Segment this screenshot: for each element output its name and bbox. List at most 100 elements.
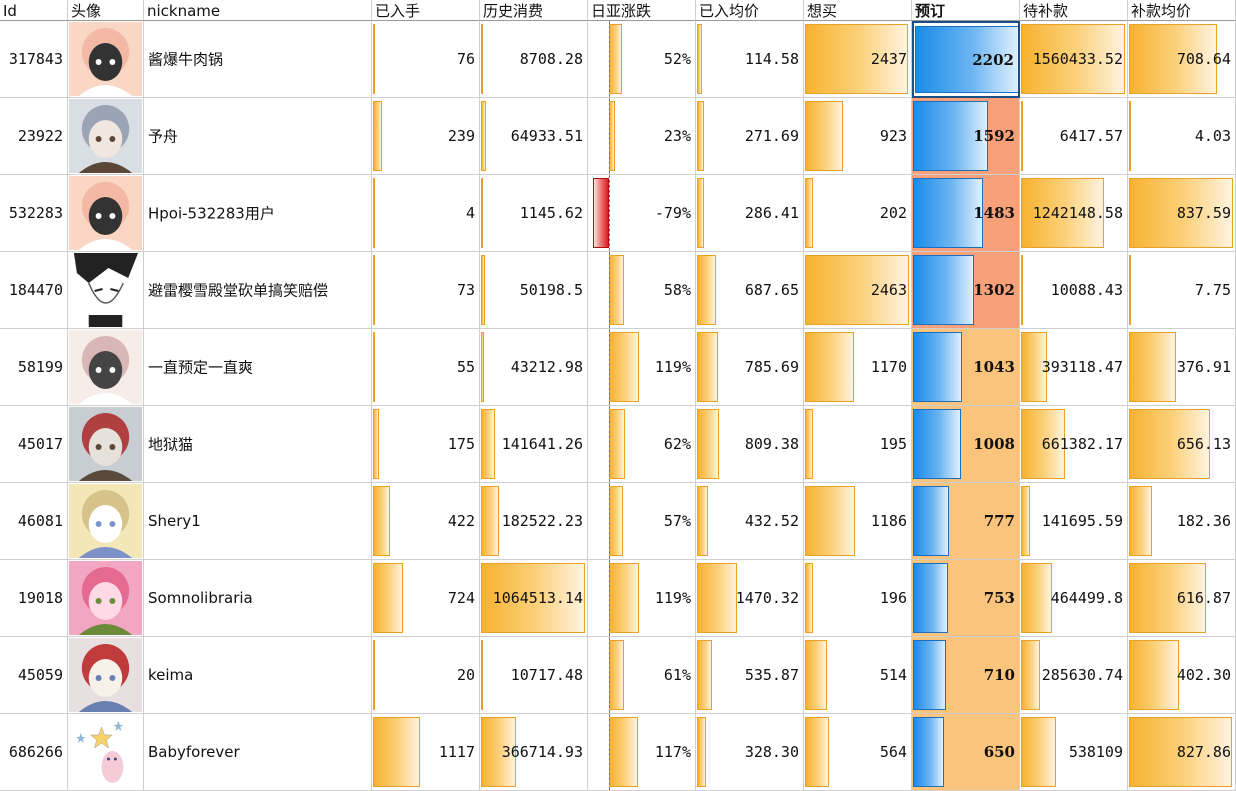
zero-axis xyxy=(609,560,610,636)
cell-avg_owned: 432.52 xyxy=(696,483,804,560)
cell-value: 661382.17 xyxy=(1041,435,1123,453)
table-row[interactable]: 19018 Somnolibraria 724 1064513.14 119% 1470… xyxy=(0,560,1236,637)
group-anime-avatar[interactable] xyxy=(69,638,142,712)
user-nickname: 予舟 xyxy=(148,127,179,146)
data-bar xyxy=(805,24,908,94)
data-bar xyxy=(609,332,639,402)
cell-id: 532283 xyxy=(0,175,68,252)
cell-preorder: 1592 xyxy=(912,98,1020,175)
table-row[interactable]: 686266 Babyforever 1117 366714.93 117% 328.3… xyxy=(0,714,1236,791)
header-preorder[interactable]: 预订 xyxy=(912,0,1020,21)
header-id[interactable]: Id xyxy=(0,0,68,21)
data-bar xyxy=(805,563,813,633)
zero-axis xyxy=(609,175,610,251)
cartoon-star-avatar[interactable] xyxy=(69,715,142,789)
cell-value: 393118.47 xyxy=(1041,358,1123,376)
data-bar xyxy=(1021,409,1065,479)
cell-value: 837.59 xyxy=(1176,204,1231,222)
cell-spent: 1064513.14 xyxy=(480,560,588,637)
data-bar xyxy=(481,640,483,710)
manga-sketch-avatar[interactable] xyxy=(69,253,142,327)
table-row[interactable]: 317843 酱爆牛肉锅 76 8708.28 52% 114.58 2437 2202 15… xyxy=(0,21,1236,98)
header-avg_balance[interactable]: 补款均价 xyxy=(1128,0,1236,21)
data-bar xyxy=(1021,24,1125,94)
blonde-anime-avatar[interactable] xyxy=(69,484,142,558)
table-row[interactable]: 45017 地狱猫 175 141641.26 62% 809.38 195 1008 661… xyxy=(0,406,1236,483)
cell-avatar xyxy=(68,175,144,252)
cell-avg_owned: 271.69 xyxy=(696,98,804,175)
cell-jp_change: 23% xyxy=(588,98,696,175)
cell-avatar xyxy=(68,329,144,406)
data-bar xyxy=(697,24,702,94)
pink-hair-chibi-avatar[interactable] xyxy=(69,176,142,250)
cell-avg_balance: 827.86 xyxy=(1128,714,1236,791)
table-row[interactable]: 532283 Hpoi-532283用户 4 1145.62 -79% 286.41 20… xyxy=(0,175,1236,252)
header-label: Id xyxy=(3,2,17,20)
header-balance[interactable]: 待补款 xyxy=(1020,0,1128,21)
cell-want: 923 xyxy=(804,98,912,175)
user-nickname: Somnolibraria xyxy=(148,589,253,607)
photo-room-avatar[interactable] xyxy=(69,407,142,481)
cell-balance: 1560433.52 xyxy=(1020,21,1128,98)
data-bar xyxy=(1129,332,1176,402)
data-bar xyxy=(1129,486,1152,556)
data-bar xyxy=(697,178,704,248)
header-nickname[interactable]: nickname xyxy=(144,0,372,21)
table-row[interactable]: 46081 Shery1 422 182522.23 57% 432.52 1186 777… xyxy=(0,483,1236,560)
cell-avg_balance: 182.36 xyxy=(1128,483,1236,560)
data-bar xyxy=(1129,178,1233,248)
data-bar xyxy=(1021,640,1040,710)
cell-spent: 1145.62 xyxy=(480,175,588,252)
cell-nickname: Somnolibraria xyxy=(144,560,372,637)
data-bar xyxy=(913,486,949,556)
header-jp_change[interactable]: 日亚涨跌 xyxy=(588,0,696,21)
cell-nickname: Babyforever xyxy=(144,714,372,791)
data-bar xyxy=(609,717,638,787)
cell-avg_balance: 837.59 xyxy=(1128,175,1236,252)
cell-value: 1186 xyxy=(870,512,907,530)
cell-owned: 4 xyxy=(372,175,480,252)
header-label: 历史消费 xyxy=(483,2,544,20)
cell-jp_change: 52% xyxy=(588,21,696,98)
cell-value: 73 xyxy=(456,281,475,299)
photo-girl-avatar[interactable] xyxy=(69,99,142,173)
data-bar xyxy=(913,409,961,479)
cell-owned: 55 xyxy=(372,329,480,406)
cell-id: 317843 xyxy=(0,21,68,98)
table-row[interactable]: 58199 一直预定一直爽 55 43212.98 119% 785.69 1170 104… xyxy=(0,329,1236,406)
cell-value: 10717.48 xyxy=(510,666,583,684)
cell-avg_balance: 376.91 xyxy=(1128,329,1236,406)
cell-value: 119% xyxy=(654,589,691,607)
data-bar xyxy=(697,332,718,402)
data-bar xyxy=(373,717,420,787)
cell-value: 2463 xyxy=(870,281,907,299)
zero-axis xyxy=(609,406,610,482)
cell-balance: 464499.8 xyxy=(1020,560,1128,637)
cell-value: 202 xyxy=(879,204,907,222)
table-row[interactable]: 184470 避雷樱雪殿堂砍单搞笑赔偿 73 50198.5 58% 687.65 246… xyxy=(0,252,1236,329)
user-nickname: Shery1 xyxy=(148,512,201,530)
data-bar xyxy=(609,640,624,710)
cell-value: -79% xyxy=(654,204,691,222)
header-avatar[interactable]: 头像 xyxy=(68,0,144,21)
table-row[interactable]: 23922 予舟 239 64933.51 23% 271.69 923 1592 6417.… xyxy=(0,98,1236,175)
header-owned[interactable]: 已入手 xyxy=(372,0,480,21)
cell-value: 464499.8 xyxy=(1050,589,1123,607)
pink-hair-chibi-avatar[interactable] xyxy=(69,22,142,96)
data-bar xyxy=(373,332,375,402)
header-spent[interactable]: 历史消费 xyxy=(480,0,588,21)
pink-flower-anime-avatar[interactable] xyxy=(69,561,142,635)
cell-id: 184470 xyxy=(0,252,68,329)
header-avg_owned[interactable]: 已入均价 xyxy=(696,0,804,21)
crying-anime-avatar[interactable] xyxy=(69,330,142,404)
cell-balance: 538109 xyxy=(1020,714,1128,791)
data-bar xyxy=(373,640,375,710)
cell-value: 52% xyxy=(663,50,691,68)
header-want[interactable]: 想买 xyxy=(804,0,912,21)
data-bar xyxy=(1129,563,1206,633)
cell-avatar xyxy=(68,714,144,791)
cell-preorder: 777 xyxy=(912,483,1020,560)
data-bar xyxy=(481,101,486,171)
table-row[interactable]: 45059 keima 20 10717.48 61% 535.87 514 710 2856… xyxy=(0,637,1236,714)
cell-value: 117% xyxy=(654,743,691,761)
